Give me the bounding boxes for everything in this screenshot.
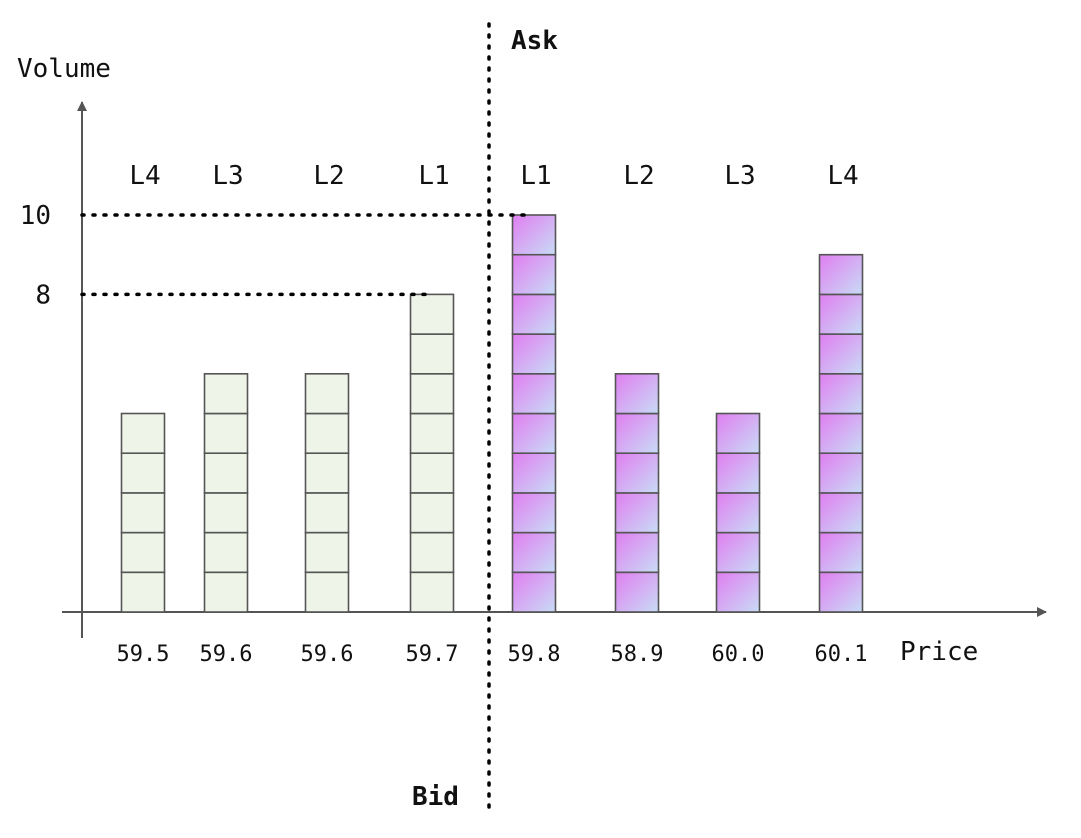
volume-unit-block	[715, 452, 761, 494]
volume-unit-block	[511, 372, 557, 415]
volume-unit-block	[511, 531, 557, 574]
volume-unit-block	[203, 452, 249, 494]
level-label: L1	[520, 161, 551, 191]
ask-bar-l2	[614, 372, 660, 613]
volume-unit-block	[120, 452, 166, 494]
volume-unit-block	[614, 372, 660, 415]
volume-unit-block	[409, 452, 455, 494]
volume-unit-block	[511, 412, 557, 455]
y-tick-label: 10	[20, 201, 51, 231]
price-tick-label: 60.1	[815, 642, 868, 667]
volume-unit-block	[715, 571, 761, 613]
volume-unit-block	[203, 412, 249, 455]
bid-bar-l2	[304, 372, 350, 613]
level-label: L4	[129, 161, 160, 191]
level-label: L1	[418, 161, 449, 191]
bid-bar-l4	[120, 412, 166, 613]
level-label: L2	[313, 161, 344, 191]
x-axis-label: Price	[900, 637, 978, 667]
volume-unit-block	[614, 452, 660, 494]
volume-unit-block	[715, 531, 761, 574]
volume-unit-block	[511, 214, 557, 256]
ask-bar-l4	[818, 253, 864, 613]
volume-unit-block	[304, 372, 350, 415]
ask-bar-l3	[715, 412, 761, 613]
volume-unit-block	[304, 571, 350, 613]
volume-unit-block	[409, 293, 455, 335]
volume-unit-block	[715, 412, 761, 455]
price-tick-label: 59.5	[117, 642, 170, 667]
volume-unit-block	[818, 412, 864, 455]
volume-unit-block	[409, 492, 455, 534]
volume-unit-block	[203, 571, 249, 613]
price-tick-label: 59.8	[508, 642, 561, 667]
volume-unit-block	[409, 571, 455, 613]
volume-unit-block	[511, 452, 557, 494]
level-label: L3	[724, 161, 755, 191]
volume-unit-block	[818, 293, 864, 335]
level-label: L3	[212, 161, 243, 191]
bid-bar-l1	[409, 293, 455, 613]
price-tick-label: 60.0	[712, 642, 765, 667]
volume-unit-block	[715, 492, 761, 534]
volume-unit-block	[409, 372, 455, 415]
volume-unit-block	[511, 293, 557, 335]
volume-unit-block	[304, 412, 350, 455]
volume-unit-block	[511, 333, 557, 375]
price-tick-label: 59.6	[200, 642, 253, 667]
volume-unit-block	[203, 531, 249, 574]
bid-bar-l3	[203, 372, 249, 613]
volume-unit-block	[614, 531, 660, 574]
volume-unit-block	[203, 372, 249, 415]
volume-unit-block	[511, 253, 557, 296]
bid-label: Bid	[412, 782, 459, 812]
volume-unit-block	[120, 492, 166, 534]
volume-unit-block	[120, 412, 166, 455]
volume-unit-block	[409, 531, 455, 574]
volume-unit-block	[614, 571, 660, 613]
volume-unit-block	[304, 531, 350, 574]
volume-unit-block	[304, 492, 350, 534]
volume-unit-block	[818, 333, 864, 375]
volume-unit-block	[818, 571, 864, 613]
volume-unit-block	[818, 452, 864, 494]
y-tick-label: 8	[35, 280, 51, 310]
chart-marks: L4 59.5 L3 59.6 L2 59.6 L1 59.7 L1 59.8 L2 58.9 L3 60…	[20, 161, 868, 667]
volume-unit-block	[511, 571, 557, 613]
ask-label: Ask	[511, 26, 558, 56]
volume-unit-block	[203, 492, 249, 534]
y-axis-label: Volume	[17, 54, 111, 84]
price-tick-label: 59.6	[301, 642, 354, 667]
volume-unit-block	[120, 571, 166, 613]
volume-unit-block	[818, 372, 864, 415]
volume-unit-block	[614, 412, 660, 455]
volume-unit-block	[818, 492, 864, 534]
price-tick-label: 58.9	[611, 642, 664, 667]
price-tick-label: 59.7	[406, 642, 459, 667]
volume-unit-block	[409, 412, 455, 455]
volume-unit-block	[614, 492, 660, 534]
volume-unit-block	[120, 531, 166, 574]
level-label: L2	[623, 161, 654, 191]
ask-bar-l1	[511, 214, 557, 613]
volume-unit-block	[818, 531, 864, 574]
volume-unit-block	[818, 253, 864, 296]
volume-unit-block	[409, 333, 455, 375]
level-label: L4	[827, 161, 858, 191]
volume-unit-block	[304, 452, 350, 494]
volume-unit-block	[511, 492, 557, 534]
